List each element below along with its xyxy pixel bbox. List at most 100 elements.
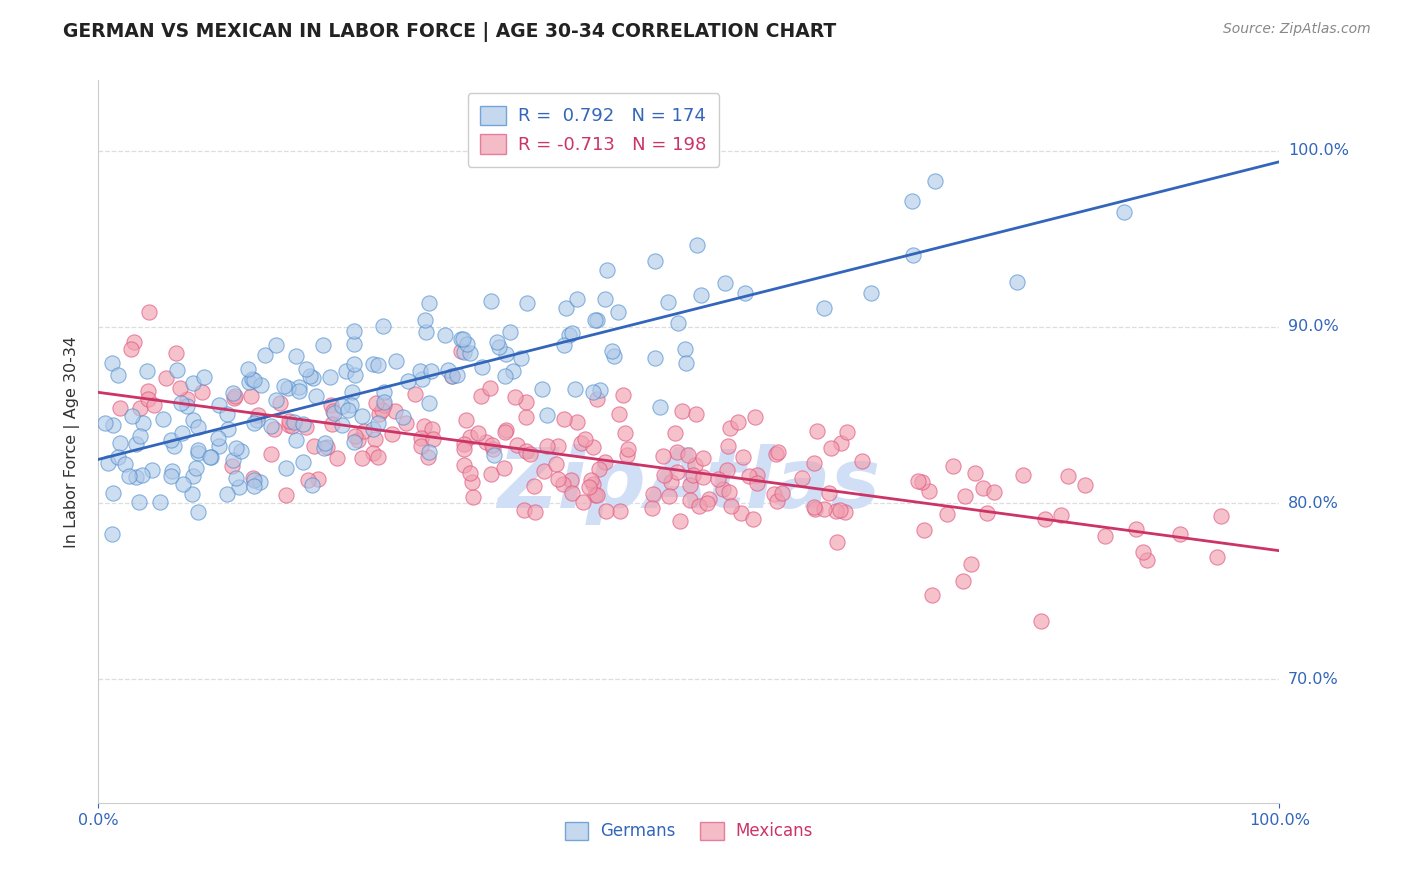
Point bbox=[803, 500, 825, 515]
Point bbox=[242, 471, 264, 485]
Point bbox=[187, 445, 209, 459]
Point bbox=[385, 353, 408, 368]
Point bbox=[666, 445, 689, 459]
Point bbox=[434, 328, 457, 343]
Point bbox=[160, 469, 183, 483]
Point bbox=[585, 488, 607, 502]
Point bbox=[131, 416, 153, 430]
Point bbox=[373, 394, 395, 409]
Point bbox=[305, 389, 328, 403]
Point bbox=[208, 398, 231, 412]
Point bbox=[820, 441, 842, 455]
Point bbox=[582, 477, 605, 491]
Point bbox=[128, 495, 150, 509]
Point bbox=[1168, 526, 1191, 541]
Text: 70.0%: 70.0% bbox=[1288, 672, 1339, 687]
Point bbox=[373, 384, 395, 399]
Point bbox=[453, 344, 475, 359]
Point bbox=[108, 401, 131, 416]
Point bbox=[475, 435, 498, 450]
Point bbox=[225, 441, 247, 455]
Point bbox=[741, 512, 763, 526]
Point bbox=[343, 368, 366, 382]
Point bbox=[240, 372, 263, 386]
Point bbox=[471, 359, 494, 374]
Point bbox=[730, 506, 752, 520]
Point bbox=[418, 296, 440, 310]
Point bbox=[588, 462, 610, 476]
Point bbox=[768, 445, 790, 459]
Point bbox=[120, 342, 142, 356]
Point bbox=[515, 395, 537, 409]
Point bbox=[416, 450, 439, 464]
Point bbox=[924, 174, 946, 188]
Point bbox=[686, 238, 709, 252]
Point bbox=[515, 410, 537, 425]
Point bbox=[273, 379, 295, 393]
Point bbox=[502, 364, 524, 378]
Point bbox=[485, 334, 508, 349]
Point bbox=[641, 501, 664, 516]
Point bbox=[281, 419, 304, 434]
Point bbox=[187, 420, 209, 434]
Point bbox=[396, 374, 419, 388]
Point bbox=[494, 425, 516, 439]
Point bbox=[170, 396, 193, 410]
Point bbox=[392, 409, 415, 424]
Point bbox=[124, 437, 146, 451]
Point bbox=[530, 382, 553, 396]
Point bbox=[1136, 553, 1159, 567]
Point bbox=[582, 440, 605, 454]
Point bbox=[264, 338, 287, 352]
Point bbox=[804, 501, 827, 516]
Point bbox=[277, 381, 299, 395]
Point bbox=[666, 465, 689, 479]
Point bbox=[675, 356, 697, 370]
Point bbox=[1011, 468, 1033, 483]
Point bbox=[287, 384, 309, 398]
Point bbox=[312, 441, 335, 455]
Point bbox=[453, 437, 475, 451]
Point bbox=[1209, 509, 1232, 524]
Point bbox=[187, 505, 209, 519]
Point bbox=[617, 442, 640, 457]
Point bbox=[516, 295, 538, 310]
Point bbox=[208, 439, 231, 453]
Point bbox=[747, 476, 769, 491]
Point bbox=[337, 403, 360, 417]
Point bbox=[614, 425, 637, 440]
Point bbox=[441, 369, 464, 384]
Point bbox=[314, 436, 336, 450]
Point bbox=[411, 439, 433, 453]
Point bbox=[101, 526, 124, 541]
Point bbox=[685, 458, 707, 472]
Point bbox=[936, 508, 959, 522]
Point bbox=[536, 409, 558, 423]
Point bbox=[595, 292, 617, 306]
Point bbox=[437, 363, 460, 377]
Point bbox=[228, 480, 250, 494]
Point bbox=[316, 440, 339, 454]
Point bbox=[616, 448, 638, 462]
Text: 80.0%: 80.0% bbox=[1288, 496, 1339, 511]
Point bbox=[450, 343, 472, 358]
Point bbox=[586, 313, 609, 327]
Point bbox=[453, 458, 475, 472]
Point bbox=[569, 435, 592, 450]
Point bbox=[340, 398, 363, 412]
Point bbox=[215, 407, 238, 421]
Point bbox=[718, 485, 741, 500]
Point bbox=[505, 390, 527, 404]
Point bbox=[176, 399, 198, 413]
Point bbox=[692, 450, 714, 465]
Point bbox=[720, 500, 742, 514]
Point bbox=[277, 417, 299, 432]
Point bbox=[658, 489, 681, 503]
Point bbox=[1074, 478, 1097, 492]
Point bbox=[972, 481, 994, 495]
Point bbox=[551, 477, 574, 491]
Point bbox=[765, 446, 787, 460]
Point bbox=[593, 455, 616, 469]
Point bbox=[165, 346, 187, 360]
Point bbox=[243, 479, 266, 493]
